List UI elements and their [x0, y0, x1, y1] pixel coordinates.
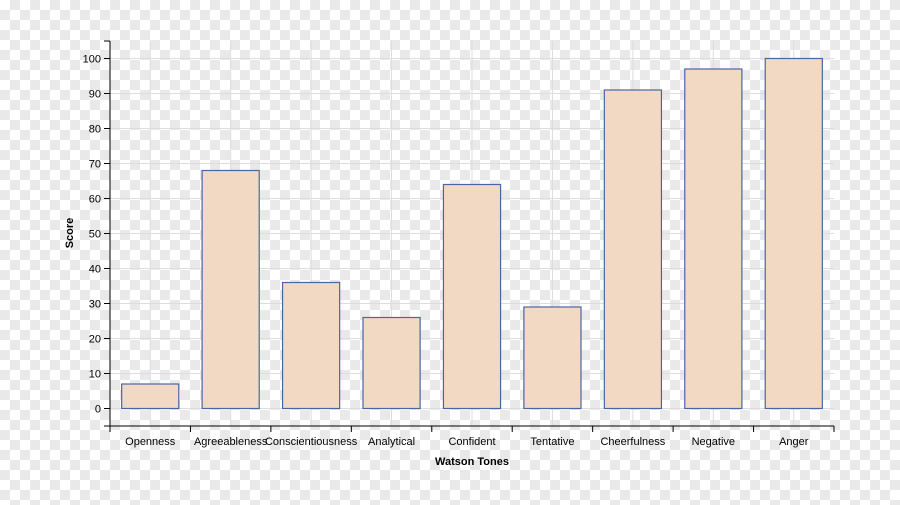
y-tick-label: 40 — [89, 264, 101, 276]
bar-conscientiousness — [281, 281, 341, 410]
y-tick-label: 0 — [95, 404, 101, 416]
y-tick-label: 50 — [89, 229, 101, 241]
bars — [121, 57, 823, 410]
y-tick-label: 90 — [89, 89, 101, 101]
bar-agreeableness — [201, 169, 260, 410]
bar-tentative — [523, 306, 582, 410]
y-axis: 0 10 20 30 40 50 60 70 80 90 100 — [83, 40, 111, 427]
bar-openness — [121, 383, 180, 410]
y-tick-label: 100 — [83, 54, 101, 66]
y-tick-label: 30 — [89, 299, 101, 311]
bar-negative — [684, 68, 743, 410]
y-tick-label: 70 — [89, 159, 101, 171]
y-tick-label: 20 — [89, 334, 101, 346]
x-tick-label: Tentative — [530, 436, 574, 448]
bar-analytical — [362, 316, 421, 410]
y-axis-title: Score — [64, 218, 76, 249]
x-axis-title: Watson Tones — [435, 456, 509, 468]
bar-cheerfulness — [603, 89, 663, 410]
y-tick-label: 60 — [89, 194, 101, 206]
y-tick-label: 10 — [89, 369, 101, 381]
x-tick-label: Confident — [448, 436, 495, 448]
x-tick-label: Agreeableness — [194, 436, 268, 448]
bar-anger — [764, 57, 823, 410]
bar-confident — [442, 183, 502, 410]
x-tick-label: Conscientiousness — [265, 436, 358, 448]
x-tick-label: Analytical — [368, 436, 415, 448]
x-tick-label: Negative — [692, 436, 735, 448]
x-tick-label: Cheerfulness — [600, 436, 665, 448]
y-tick-label: 80 — [89, 124, 101, 136]
x-tick-label: Anger — [779, 436, 809, 448]
x-tick-label: Openness — [125, 436, 176, 448]
